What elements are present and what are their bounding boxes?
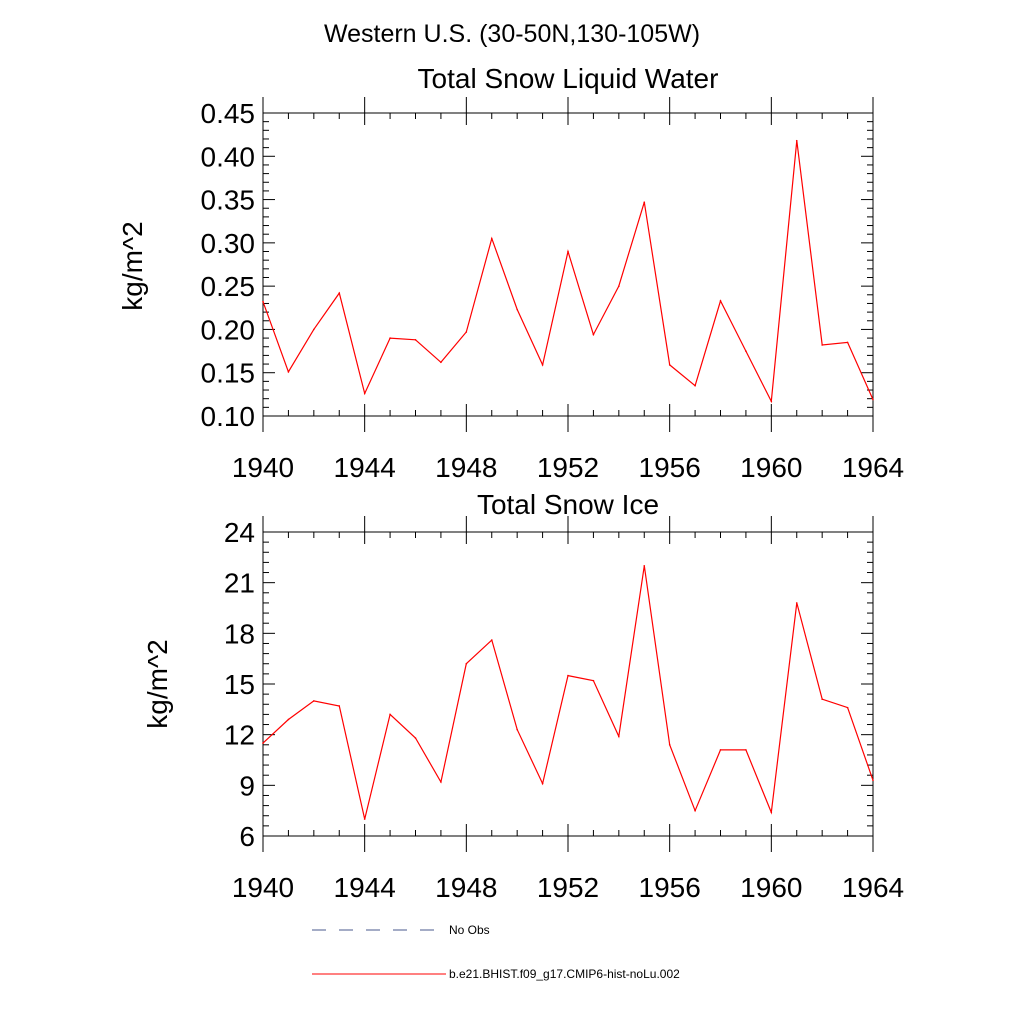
y-tick-label: 0.15	[201, 358, 256, 389]
y-tick-label: 0.10	[201, 401, 256, 432]
data-point	[745, 350, 747, 352]
data-point	[821, 698, 823, 700]
data-point	[618, 285, 620, 287]
data-point	[694, 384, 696, 387]
plot-frame	[262, 531, 874, 837]
legend-label-no-obs: No Obs	[449, 923, 490, 937]
data-point	[389, 337, 391, 339]
data-point	[287, 371, 290, 373]
y-tick-label: 9	[239, 770, 255, 801]
x-tick-label: 1960	[740, 872, 802, 903]
data-point	[313, 328, 315, 331]
data-point	[414, 339, 417, 341]
data-point	[490, 237, 493, 240]
data-point	[465, 662, 468, 665]
data-point	[440, 361, 442, 364]
y-tick-label: 6	[239, 821, 255, 852]
data-point	[643, 201, 646, 203]
data-point	[465, 331, 468, 333]
panel-snow-ice: Total Snow Ice kg/m^2 6 9 12 15 18 21 24 1940 19…	[142, 489, 904, 903]
x-tick-label: 1956	[639, 872, 701, 903]
plot-area: 6 9 12 15 18 21 24 1940 1944 1948 1952 1956 1960 1964	[224, 516, 904, 903]
series-line	[262, 565, 874, 820]
data-point	[821, 344, 823, 346]
data-point	[795, 139, 798, 142]
data-point	[490, 639, 493, 641]
x-tick-label: 1944	[334, 452, 396, 483]
data-point	[872, 398, 874, 401]
data-point	[287, 718, 290, 721]
data-point	[694, 809, 696, 812]
data-point	[618, 735, 620, 738]
y-tick-label: 0.25	[201, 271, 256, 302]
data-point	[262, 742, 264, 744]
y-tick-label: 0.30	[201, 228, 256, 259]
data-point	[516, 728, 518, 731]
data-point	[643, 564, 646, 567]
data-point	[668, 364, 671, 366]
data-point	[389, 713, 391, 716]
data-point	[592, 679, 595, 682]
y-tick-label: 15	[224, 669, 255, 700]
figure-suptitle: Western U.S. (30-50N,130-105W)	[324, 20, 700, 48]
x-tick-label: 1940	[232, 452, 294, 483]
y-tick-label: 0.20	[201, 314, 256, 345]
data-point	[363, 818, 366, 820]
x-tick-label: 1964	[842, 872, 904, 903]
x-tick-label: 1940	[232, 872, 294, 903]
data-point	[541, 782, 544, 785]
data-point	[440, 781, 442, 783]
data-point	[262, 300, 264, 303]
data-point	[338, 292, 341, 294]
y-tick-label: 0.40	[201, 141, 256, 172]
x-tick-label: 1948	[435, 872, 497, 903]
y-axis-label: kg/m^2	[117, 221, 148, 310]
data-point	[414, 737, 417, 739]
y-tick-label: 12	[224, 720, 255, 751]
panel-snow-liquid-water: Total Snow Liquid Water kg/m^2 0.100.150…	[117, 63, 904, 483]
x-tick-label: 1952	[537, 452, 599, 483]
y-axis-label: kg/m^2	[142, 639, 173, 728]
data-point	[846, 706, 849, 709]
data-point	[770, 400, 773, 403]
data-point	[338, 705, 341, 707]
x-tick-label: 1952	[537, 872, 599, 903]
y-tick-label: 24	[224, 517, 255, 548]
panel-title: Total Snow Ice	[477, 489, 659, 520]
data-point	[872, 779, 874, 782]
legend-label-model-run: b.e21.BHIST.f09_g17.CMIP6-hist-noLu.002	[449, 967, 680, 981]
data-point	[745, 749, 747, 751]
data-point	[516, 308, 518, 311]
data-point	[795, 602, 798, 604]
plot-area: 0.10 0.15 0.20 0.25 0.30 0.35 0.40 0.45 1940 1944…	[201, 97, 904, 483]
data-point	[846, 341, 849, 344]
x-tick-label: 1956	[639, 452, 701, 483]
panel-title: Total Snow Liquid Water	[418, 63, 719, 94]
data-point	[363, 392, 366, 395]
data-point	[719, 749, 722, 751]
data-point	[719, 300, 722, 302]
legend: No Obs b.e21.BHIST.f09_g17.CMIP6-hist-no…	[312, 923, 680, 981]
x-tick-label: 1944	[334, 872, 396, 903]
y-tick-label: 21	[224, 568, 255, 599]
y-tick-label: 0.35	[201, 185, 256, 216]
y-tick-label: 18	[224, 618, 255, 649]
data-point	[592, 333, 595, 336]
x-tick-label: 1964	[842, 452, 904, 483]
series-line	[262, 140, 874, 404]
plot-frame	[262, 112, 874, 417]
data-point	[770, 811, 773, 814]
x-tick-label: 1948	[435, 452, 497, 483]
y-tick-label: 0.45	[201, 98, 256, 129]
data-point	[313, 700, 315, 702]
data-point	[668, 744, 671, 746]
data-point	[541, 364, 544, 366]
data-point	[567, 674, 569, 677]
data-point	[567, 250, 569, 253]
x-tick-label: 1960	[740, 452, 802, 483]
